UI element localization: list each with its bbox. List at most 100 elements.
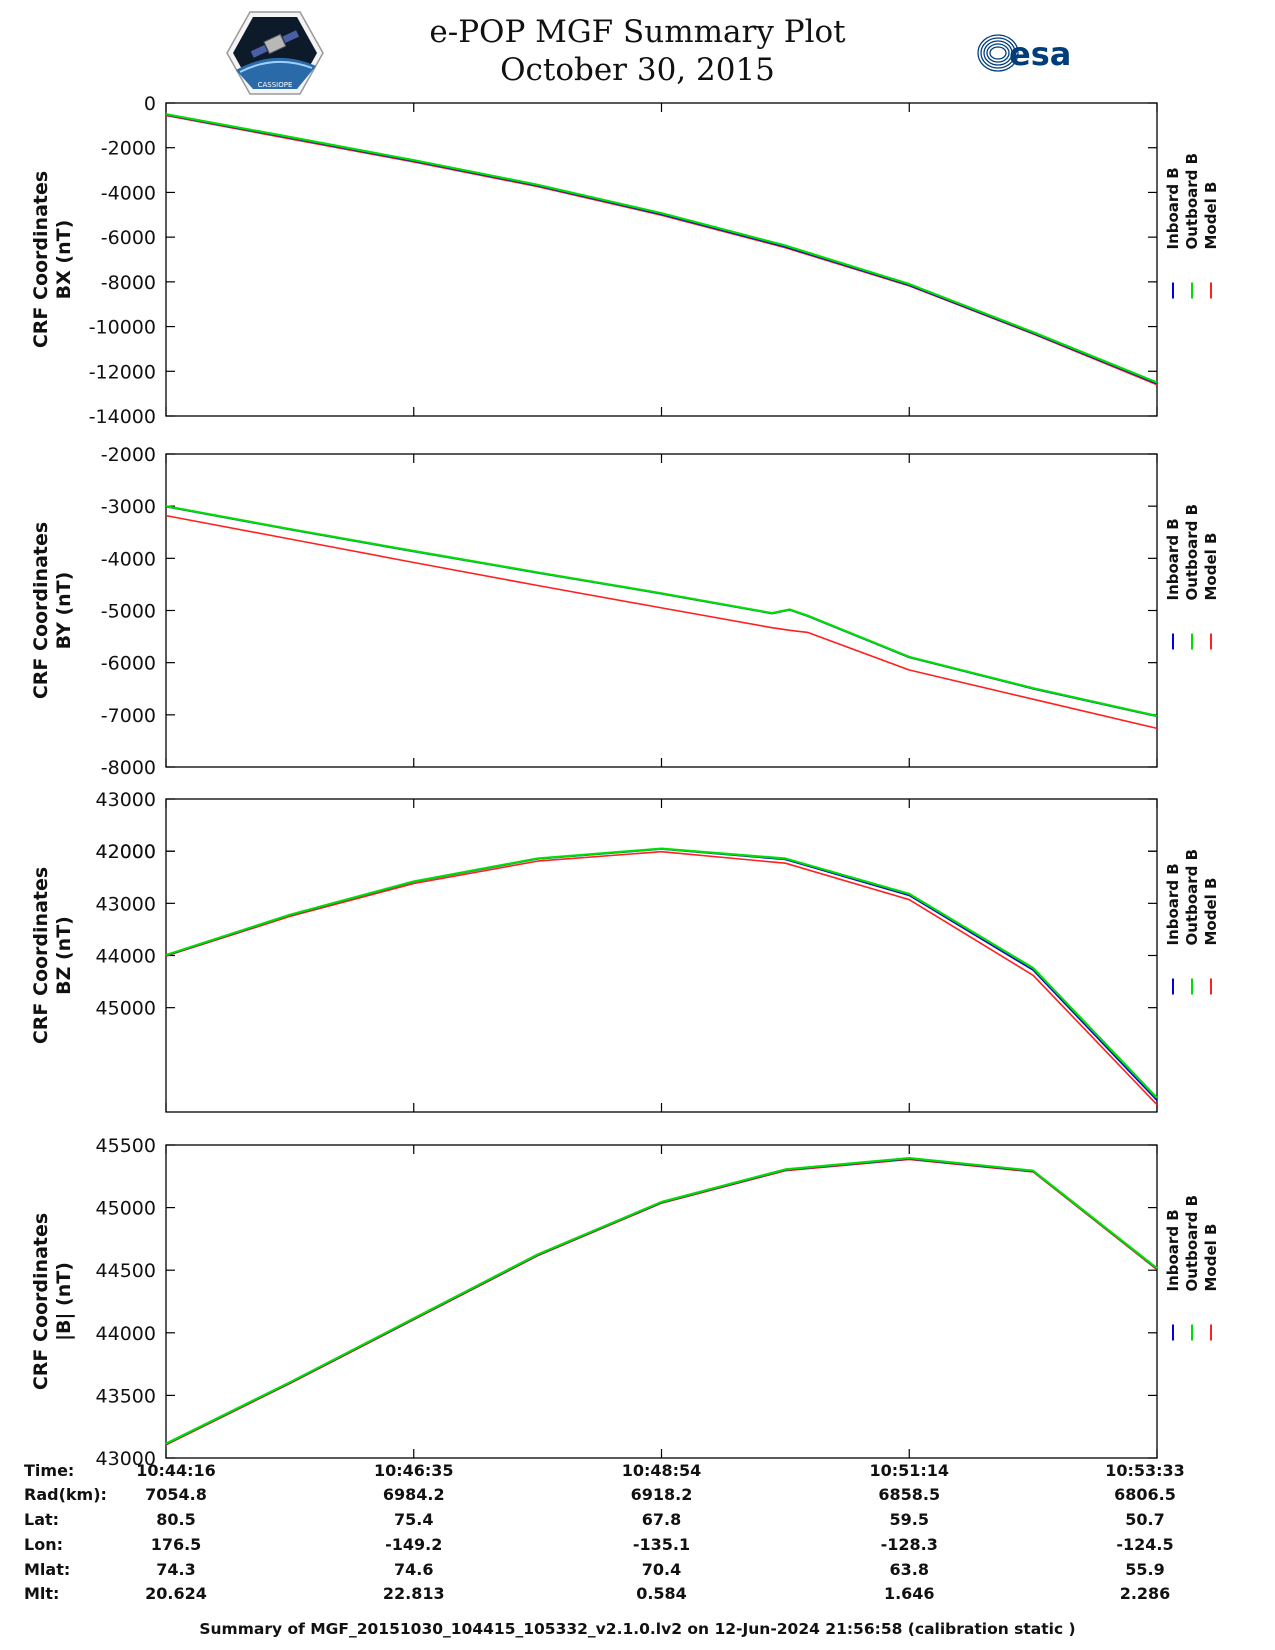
y-tick-label-2-7: -8000 xyxy=(101,757,156,779)
series-line-3-model-b xyxy=(165,850,1158,1106)
series-line-2-outboard-b xyxy=(165,505,1158,717)
ephemeris-value-5-5: 55.9 xyxy=(1125,1560,1164,1579)
ephemeris-row-label-4: Lon: xyxy=(24,1535,63,1554)
series-line-4-outboard-b xyxy=(165,1156,1158,1445)
ephemeris-value-5-1: 10:53:33 xyxy=(1105,1461,1185,1480)
y-tick-label-3-1: 43000 xyxy=(96,789,156,811)
ephemeris-value-1-6: 20.624 xyxy=(145,1584,207,1603)
ephemeris-value-4-2: 6858.5 xyxy=(878,1485,940,1504)
svg-text:CASSIOPE: CASSIOPE xyxy=(258,81,293,89)
ephemeris-value-2-1: 10:46:35 xyxy=(374,1461,454,1480)
ephemeris-value-5-6: 2.286 xyxy=(1120,1584,1171,1603)
ephemeris-value-1-1: 10:44:16 xyxy=(136,1461,216,1480)
series-line-2-model-b xyxy=(165,514,1158,730)
series-line-2-inboard-b xyxy=(165,505,1158,718)
legend-label-3-2: Outboard B xyxy=(1183,849,1201,946)
y-tick-label-3-4: 44000 xyxy=(96,946,156,968)
y-tick-label-4-2: 45000 xyxy=(96,1198,156,1220)
ephemeris-value-4-5: 63.8 xyxy=(890,1560,929,1579)
legend-label-1-2: Outboard B xyxy=(1183,153,1201,250)
y-tick-label-1-1: 0 xyxy=(144,93,156,115)
y-axis-label-3: CRF CoordinatesBZ (nT) xyxy=(30,867,75,1044)
y-tick-label-2-2: -3000 xyxy=(101,496,156,518)
y-tick-label-4-3: 44500 xyxy=(96,1260,156,1282)
ephemeris-value-4-4: -128.3 xyxy=(881,1535,938,1554)
ephemeris-value-5-4: -124.5 xyxy=(1116,1535,1173,1554)
y-tick-label-1-4: -6000 xyxy=(101,227,156,249)
ephemeris-row-label-5: Mlat: xyxy=(24,1560,70,1579)
series-line-1-inboard-b xyxy=(165,114,1158,385)
y-tick-label-4-4: 44000 xyxy=(96,1323,156,1345)
ephemeris-row-label-6: Mlt: xyxy=(24,1584,59,1603)
cassiope-mission-logo: CASSIOPE xyxy=(226,11,324,95)
y-tick-label-1-6: -10000 xyxy=(89,317,156,339)
y-axis-label-4: CRF Coordinates|B| (nT) xyxy=(30,1213,75,1390)
ephemeris-value-1-2: 7054.8 xyxy=(145,1485,207,1504)
legend-label-4-1: Inboard B xyxy=(1164,1209,1182,1291)
legend-label-2-1: Inboard B xyxy=(1164,518,1182,600)
ephemeris-row-label-3: Lat: xyxy=(24,1510,59,1529)
y-tick-label-4-1: 45500 xyxy=(96,1135,156,1157)
ephemeris-row-label-1: Time: xyxy=(24,1461,74,1480)
ephemeris-value-2-4: -149.2 xyxy=(385,1535,442,1554)
ephemeris-value-1-5: 74.3 xyxy=(156,1560,195,1579)
legend-label-4-3: Model B xyxy=(1202,1224,1220,1292)
y-tick-label-2-3: -4000 xyxy=(101,548,156,570)
series-line-1-outboard-b xyxy=(165,113,1158,384)
ephemeris-value-5-2: 6806.5 xyxy=(1114,1485,1176,1504)
y-tick-label-2-1: -2000 xyxy=(101,444,156,466)
legend-label-2-3: Model B xyxy=(1202,533,1220,601)
series-line-3-outboard-b xyxy=(165,847,1158,1099)
y-tick-label-2-6: -7000 xyxy=(101,705,156,727)
ephemeris-value-2-2: 6984.2 xyxy=(383,1485,445,1504)
legend-label-3-3: Model B xyxy=(1202,878,1220,946)
page-title: e-POP MGF Summary Plot xyxy=(429,14,846,50)
legend-label-4-2: Outboard B xyxy=(1183,1195,1201,1292)
ephemeris-value-1-3: 80.5 xyxy=(156,1510,195,1529)
y-tick-label-1-8: -14000 xyxy=(89,406,156,428)
ephemeris-value-4-3: 59.5 xyxy=(890,1510,929,1529)
y-tick-label-3-2: 42000 xyxy=(96,841,156,863)
ephemeris-value-3-5: 70.4 xyxy=(642,1560,681,1579)
y-tick-label-1-3: -4000 xyxy=(101,182,156,204)
plot-frame-4 xyxy=(165,1144,1158,1459)
legend-label-3-1: Inboard B xyxy=(1164,863,1182,945)
ephemeris-value-5-3: 50.7 xyxy=(1125,1510,1164,1529)
y-tick-label-2-4: -5000 xyxy=(101,601,156,623)
y-tick-label-2-5: -6000 xyxy=(101,653,156,675)
legend-label-1-3: Model B xyxy=(1202,182,1220,250)
ephemeris-value-3-3: 67.8 xyxy=(642,1510,681,1529)
y-axis-label-1: CRF CoordinatesBX (nT) xyxy=(30,171,75,348)
y-tick-label-3-5: 43000 xyxy=(96,893,156,915)
y-tick-label-1-7: -12000 xyxy=(89,361,156,383)
y-tick-label-4-5: 43500 xyxy=(96,1385,156,1407)
ephemeris-row-label-2: Rad(km): xyxy=(24,1485,107,1504)
y-tick-label-1-2: -2000 xyxy=(101,138,156,160)
ephemeris-value-3-6: 0.584 xyxy=(636,1584,687,1603)
ephemeris-value-2-5: 74.6 xyxy=(394,1560,433,1579)
ephemeris-value-4-6: 1.646 xyxy=(884,1584,935,1603)
y-axis-label-2: CRF CoordinatesBY (nT) xyxy=(30,522,75,699)
page-date: October 30, 2015 xyxy=(500,52,775,88)
ephemeris-value-3-4: -135.1 xyxy=(633,1535,690,1554)
y-tick-label-3-6: 42000 xyxy=(96,841,156,863)
legend-label-1-1: Inboard B xyxy=(1164,167,1182,249)
ephemeris-value-1-4: 176.5 xyxy=(151,1535,202,1554)
y-tick-label-3-3: 45000 xyxy=(96,998,156,1020)
ephemeris-value-3-1: 10:48:54 xyxy=(622,1461,702,1480)
series-line-3-inboard-b xyxy=(165,848,1158,1102)
plot-frame-1 xyxy=(165,102,1158,417)
ephemeris-value-2-3: 75.4 xyxy=(394,1510,433,1529)
ephemeris-value-2-6: 22.813 xyxy=(383,1584,445,1603)
ephemeris-value-3-2: 6918.2 xyxy=(631,1485,693,1504)
footer-summary: Summary of MGF_20151030_104415_105332_v2… xyxy=(199,1620,1076,1638)
legend-label-2-2: Outboard B xyxy=(1183,504,1201,601)
y-tick-label-4-6: 43000 xyxy=(96,1448,156,1470)
esa-logo: esa xyxy=(977,34,1071,73)
svg-text:esa: esa xyxy=(1009,35,1071,73)
plot-frame-2 xyxy=(165,453,1158,768)
series-line-1-model-b xyxy=(165,114,1158,386)
y-tick-label-1-5: -8000 xyxy=(101,272,156,294)
ephemeris-value-4-1: 10:51:14 xyxy=(869,1461,949,1480)
